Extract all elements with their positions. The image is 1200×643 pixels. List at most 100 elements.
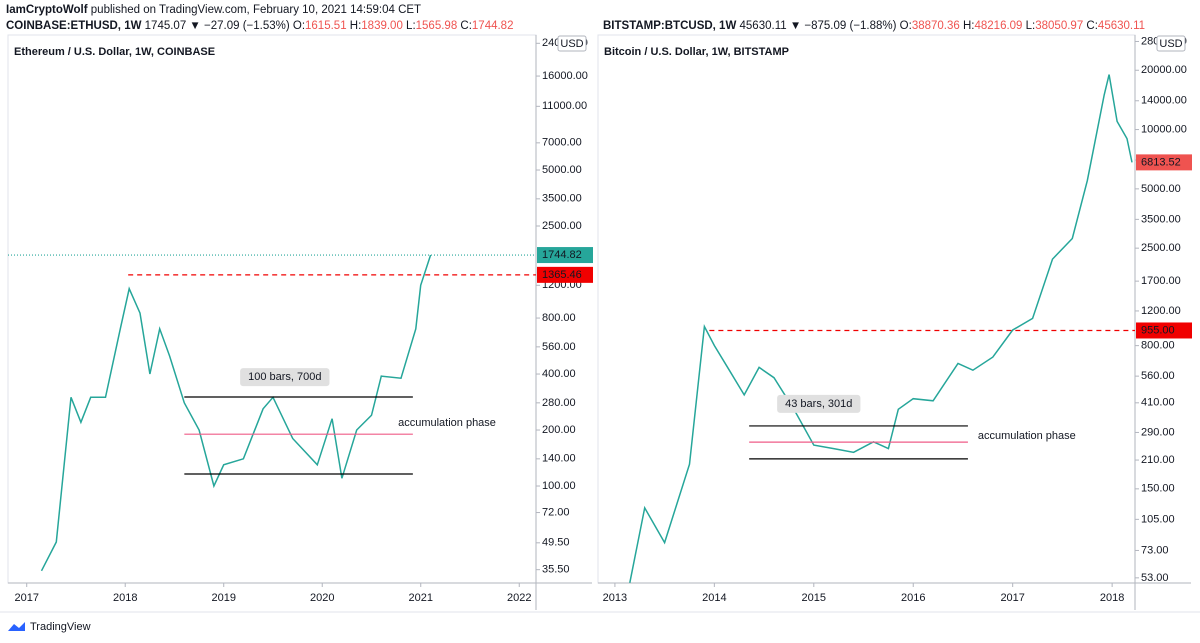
quote-item: COINBASE:ETHUSD, 1W: [6, 20, 145, 32]
y-tick-label: 72.00: [542, 506, 570, 518]
quote-item: H:: [350, 20, 362, 32]
quote-item: 38050.97: [1035, 20, 1086, 32]
y-tick-label: 140.00: [542, 453, 576, 465]
y-tick-label: 105.00: [1141, 513, 1175, 525]
y-tick-label: 16000.00: [542, 70, 588, 82]
quote-item: 1744.82: [472, 20, 514, 32]
y-tick-label: 200.00: [542, 424, 576, 436]
y-tick-label: 400.00: [542, 368, 576, 380]
quote-line: BITSTAMP:BTCUSD, 1W 45630.11 ▼ −875.09 (…: [603, 20, 1145, 32]
unit-box: [1156, 35, 1186, 52]
quote-item: 38870.36: [912, 20, 963, 32]
x-tick-label: 2016: [901, 592, 925, 604]
y-tick-label: 800.00: [1141, 340, 1175, 352]
x-tick-label: 2018: [113, 592, 137, 604]
callout-label: 100 bars, 700d: [248, 371, 321, 383]
y-tick-label: 49.50: [542, 537, 570, 549]
x-tick-label: 2020: [310, 592, 334, 604]
quote-line: COINBASE:ETHUSD, 1W 1745.07 ▼ −27.09 (−1…: [6, 20, 513, 32]
quote-item: 45630.11: [740, 20, 790, 32]
x-tick-label: 2019: [211, 592, 235, 604]
quote-item: O:: [900, 20, 912, 32]
callout-box: [777, 394, 861, 413]
price-tag: [537, 247, 593, 264]
quote-item: L:: [406, 20, 416, 32]
y-tick-label: 560.00: [1141, 370, 1175, 382]
y-tick-label: 1700.00: [1141, 275, 1181, 287]
quote-item: O:: [293, 20, 305, 32]
quote-item: L:: [1026, 20, 1036, 32]
y-tick-label: 150.00: [1141, 483, 1175, 495]
y-tick-label: 35.50: [542, 564, 570, 576]
quote-item: ▼ −27.09 (−1.53%): [189, 20, 292, 32]
unit-label: USD: [1159, 38, 1182, 50]
y-tick-label: 410.00: [1141, 397, 1175, 409]
quote-item: 1565.98: [416, 20, 461, 32]
x-tick-label: 2013: [603, 592, 627, 604]
y-tick-label: 14000.00: [1141, 95, 1187, 107]
y-tick-label: 7000.00: [542, 137, 582, 149]
y-tick-label: 560.00: [542, 341, 576, 353]
y-tick-label: 800.00: [542, 312, 576, 324]
price-tag: [537, 266, 593, 283]
price-tag-label: 6813.52: [1141, 156, 1181, 168]
y-tick-label: 20000.00: [1141, 64, 1187, 76]
unit-label: USD: [560, 38, 583, 50]
quote-item: BITSTAMP:BTCUSD, 1W: [603, 20, 740, 32]
publish-line: IamCryptoWolf published on TradingView.c…: [6, 4, 421, 16]
y-tick-label: 100.00: [542, 480, 576, 492]
y-tick-label: 1200.00: [1141, 305, 1181, 317]
quote-item: 48216.09: [974, 20, 1025, 32]
y-tick-label: 210.00: [1141, 454, 1175, 466]
chart-panel: BITSTAMP:BTCUSD, 1W 45630.11 ▼ −875.09 (…: [597, 20, 1192, 610]
quote-item: 1745.07: [145, 20, 190, 32]
quote-item: ▼ −875.09 (−1.88%): [790, 20, 900, 32]
y-tick-label: 53.00: [1141, 572, 1169, 584]
y-tick-label: 10000.00: [1141, 123, 1187, 135]
quote-item: 1839.00: [361, 20, 406, 32]
price-tag-label: 1365.46: [542, 269, 582, 281]
y-tick-label: 290.00: [1141, 426, 1175, 438]
author: IamCryptoWolf: [6, 4, 88, 16]
quote-item: C:: [460, 20, 472, 32]
quote-item: H:: [963, 20, 975, 32]
chart-panel: COINBASE:ETHUSD, 1W 1745.07 ▼ −27.09 (−1…: [6, 20, 593, 610]
quote-item: C:: [1086, 20, 1098, 32]
y-tick-label: 2500.00: [1141, 242, 1181, 254]
x-tick-label: 2015: [802, 592, 826, 604]
price-line: [40, 254, 432, 572]
callout-label: 43 bars, 301d: [785, 398, 852, 410]
price-tag: [1136, 154, 1192, 171]
y-tick-label: 3500.00: [542, 193, 582, 205]
price-tag-label: 1744.82: [542, 249, 582, 261]
y-tick-label: 2500.00: [542, 220, 582, 232]
publish-info: published on TradingView.com, February 1…: [88, 4, 422, 16]
x-tick-label: 2022: [507, 592, 531, 604]
x-tick-label: 2018: [1100, 592, 1124, 604]
y-tick-label: 3500.00: [1141, 213, 1181, 225]
x-tick-label: 2014: [702, 592, 726, 604]
footer-logo: [8, 622, 25, 631]
y-tick-label: 11000.00: [542, 100, 587, 112]
price-tag-label: 955.00: [1141, 324, 1175, 336]
unit-box: [557, 35, 587, 52]
x-tick-label: 2017: [1000, 592, 1024, 604]
x-tick-label: 2017: [14, 592, 38, 604]
callout-box: [240, 368, 330, 387]
price-line: [629, 74, 1133, 583]
quote-item: 1615.51: [305, 20, 350, 32]
chart-title: Bitcoin / U.S. Dollar, 1W, BITSTAMP: [604, 46, 789, 58]
y-tick-label: 73.00: [1141, 544, 1169, 556]
footer-brand: TradingView: [30, 621, 91, 633]
annotation: accumulation phase: [978, 430, 1076, 442]
y-tick-label: 5000.00: [542, 164, 582, 176]
quote-item: 45630.11: [1098, 20, 1145, 32]
annotation: accumulation phase: [398, 417, 496, 429]
chart-title: Ethereum / U.S. Dollar, 1W, COINBASE: [14, 46, 215, 58]
x-tick-label: 2021: [409, 592, 433, 604]
y-tick-label: 5000.00: [1141, 183, 1181, 195]
price-tag: [1136, 322, 1192, 339]
y-tick-label: 280.00: [542, 397, 576, 409]
